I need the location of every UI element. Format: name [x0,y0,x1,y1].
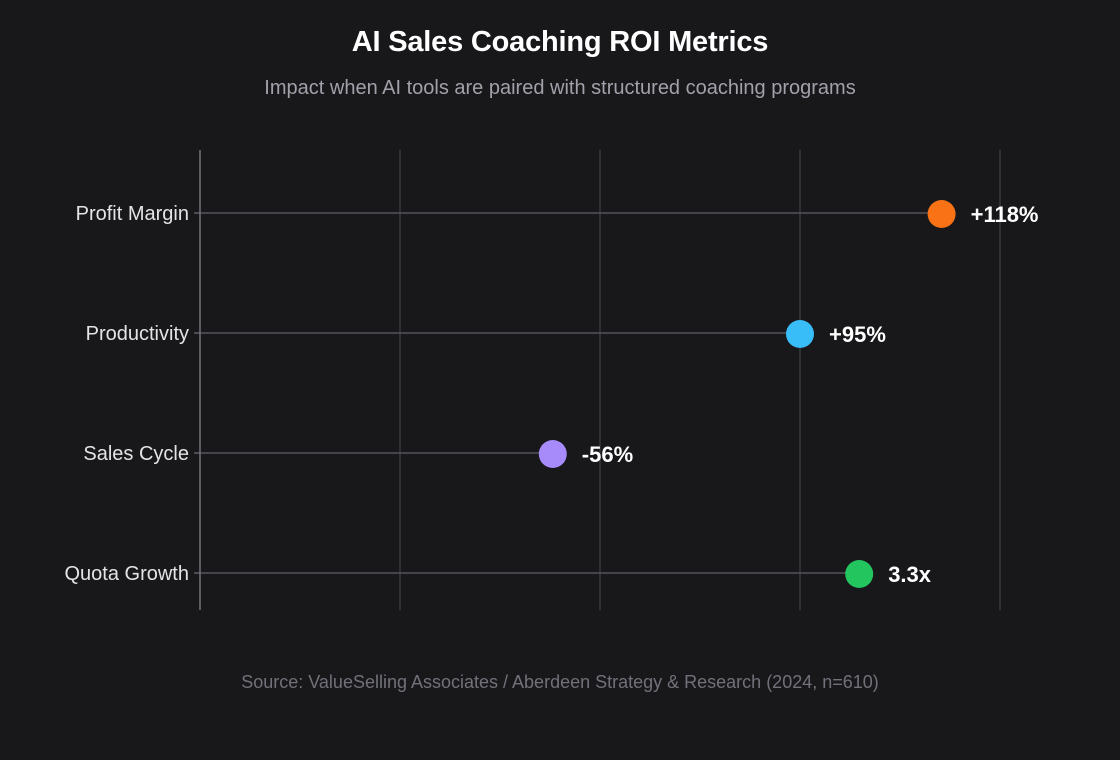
source-note: Source: ValueSelling Associates / Aberde… [241,672,879,692]
chart-subtitle: Impact when AI tools are paired with str… [264,77,856,99]
chart-title: AI Sales Coaching ROI Metrics [351,26,769,58]
stems [194,212,942,574]
value-labels: +118% +95% -56% 3.3x [582,202,1039,587]
point-profit-margin [927,200,956,228]
value-label-productivity: +95% [829,322,886,347]
value-label-quota-growth: 3.3x [888,562,932,587]
gridlines [399,150,1001,610]
point-productivity [786,320,814,348]
data-points [538,200,956,588]
category-label-productivity: Productivity [86,323,189,345]
value-label-sales-cycle: -56% [582,442,633,467]
category-label-quota-growth: Quota Growth [64,563,189,585]
point-sales-cycle [538,440,567,468]
point-quota-growth [845,560,874,588]
category-labels: Profit Margin Productivity Sales Cycle Quot… [64,203,189,585]
category-label-profit-margin: Profit Margin [76,203,189,225]
value-label-profit-margin: +118% [971,202,1039,227]
category-label-sales-cycle: Sales Cycle [83,443,189,465]
